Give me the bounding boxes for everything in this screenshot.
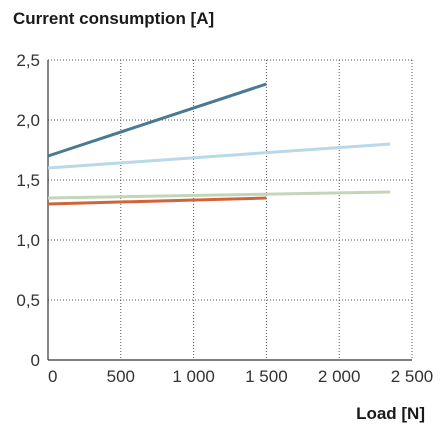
series-line-2 (47, 142, 391, 170)
x-tick-label: 1 000 (172, 367, 215, 386)
y-tick-label: 0,5 (16, 291, 40, 310)
x-axis-label: Load [N] (356, 404, 425, 423)
x-tick-label: 1 500 (245, 367, 288, 386)
y-tick-labels: 0 0,5 1,0 1,5 2,0 2,5 (16, 51, 40, 370)
y-tick-label: 1,0 (16, 231, 40, 250)
grid-lines (48, 59, 413, 360)
x-tick-labels: 0 500 1 000 1 500 2 000 2 500 (48, 367, 433, 386)
series-line-1 (47, 82, 267, 158)
x-tick-label: 2 500 (391, 367, 434, 386)
axes (47, 60, 412, 361)
y-tick-label: 0 (31, 351, 40, 370)
y-tick-label: 2,5 (16, 51, 40, 70)
series-lines (47, 82, 391, 206)
y-tick-label: 2,0 (16, 111, 40, 130)
x-tick-label: 2 000 (318, 367, 361, 386)
y-tick-label: 1,5 (16, 171, 40, 190)
x-tick-label: 500 (107, 367, 135, 386)
chart-title: Current consumption [A] (13, 9, 215, 28)
x-tick-label: 0 (48, 367, 57, 386)
series-line-4 (47, 196, 267, 206)
series-line-3 (47, 190, 391, 200)
